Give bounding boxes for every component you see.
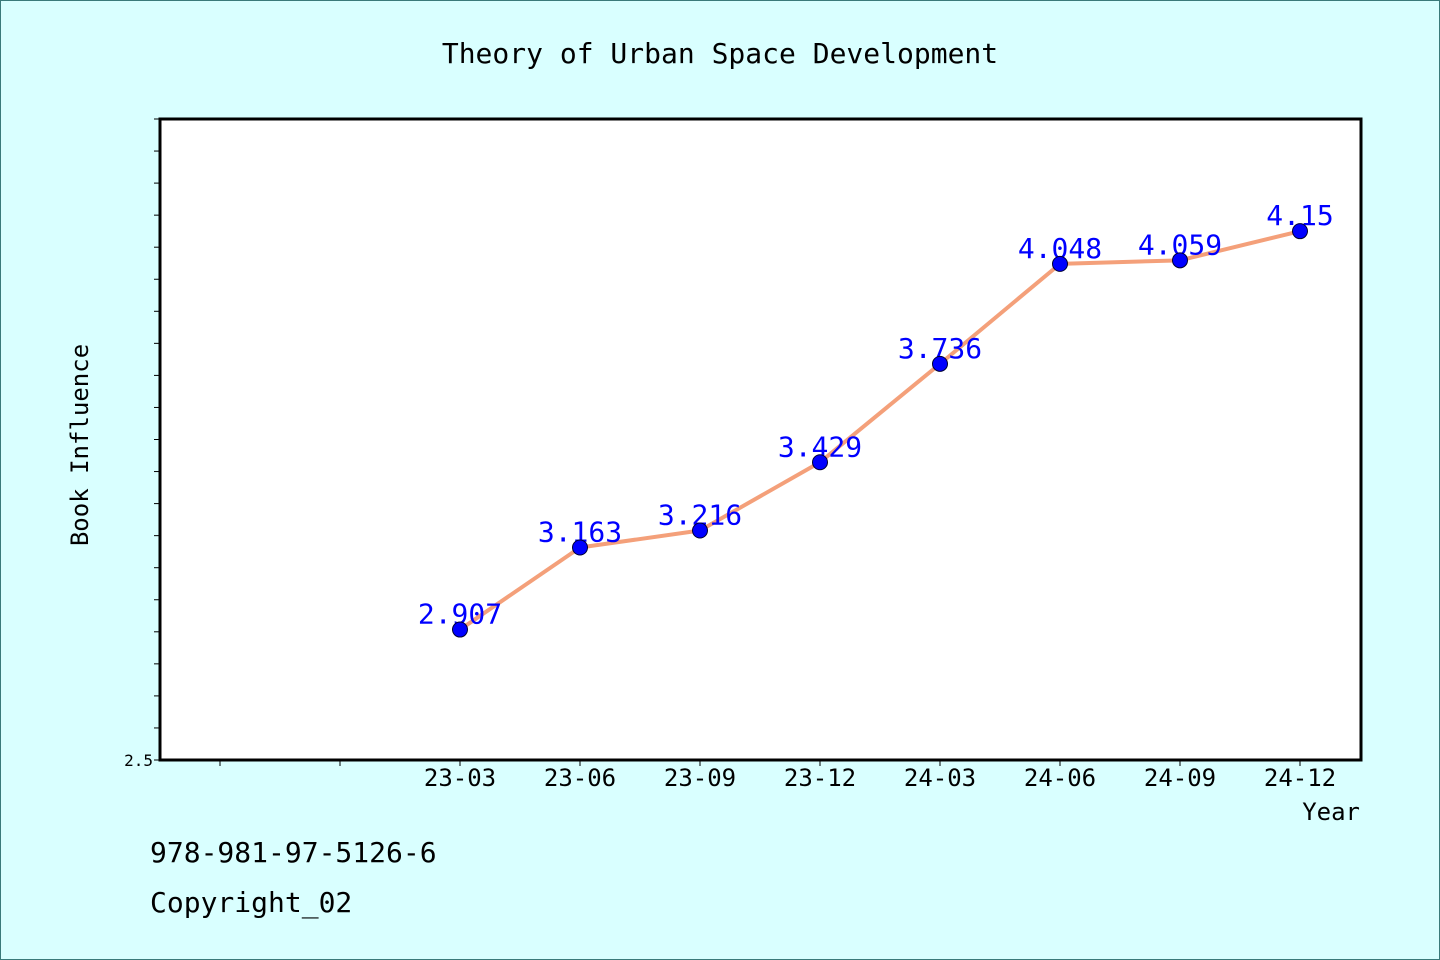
data-point [812, 454, 828, 471]
series-line [458, 229, 1302, 632]
x-tick-label: 23-06 [544, 764, 616, 792]
y-axis-label: Book Influence [66, 344, 94, 546]
x-tick-label: 24-03 [904, 764, 976, 792]
isbn-text: 978-981-97-5126-6 [150, 836, 437, 869]
x-tick-label: 23-12 [784, 764, 856, 792]
x-tick-label: 23-09 [664, 764, 736, 792]
data-point [452, 621, 468, 638]
x-axis-label: Year [1302, 798, 1360, 826]
data-point [572, 539, 588, 556]
y-tick-label: 2.5 [124, 751, 153, 770]
plot-area [158, 117, 1363, 762]
data-point [1172, 252, 1188, 269]
data-point [1292, 223, 1308, 240]
x-tick-label: 24-09 [1144, 764, 1216, 792]
x-tick-label: 24-12 [1264, 764, 1336, 792]
data-point [1052, 255, 1068, 272]
x-axis-ticks: 23-03 23-06 23-09 23-12 24-03 24-06 24-09 24-12 [219, 760, 1336, 792]
x-tick-label: 24-06 [1024, 764, 1096, 792]
chart-title: Theory of Urban Space Development [442, 37, 998, 70]
data-point [932, 355, 948, 372]
copyright-text: Copyright_02 [150, 886, 353, 919]
data-point [692, 522, 708, 539]
y-axis-ticks [154, 118, 160, 761]
x-tick-label: 23-03 [424, 764, 496, 792]
